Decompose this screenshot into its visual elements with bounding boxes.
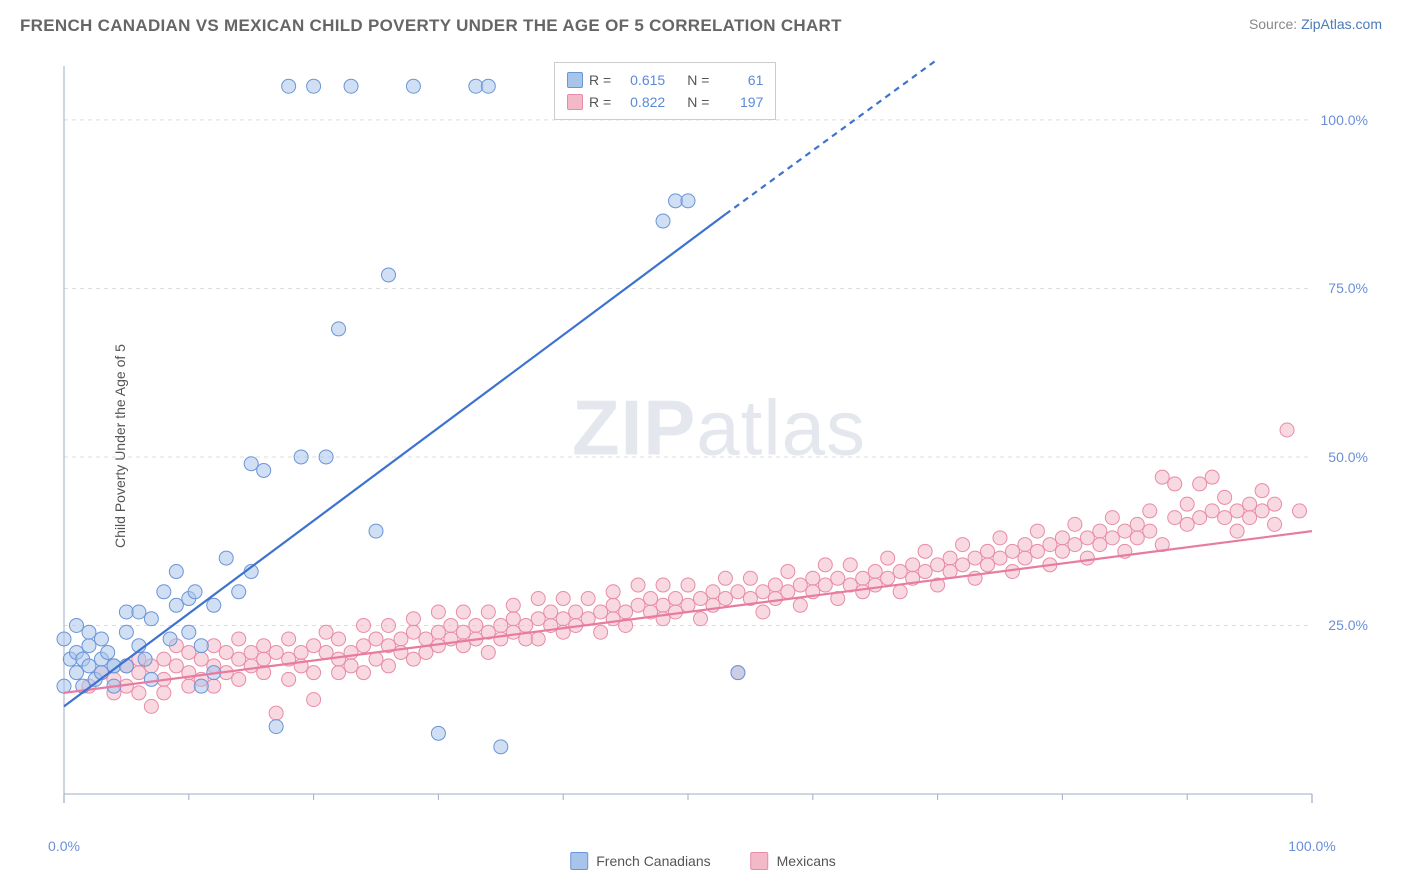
scatter-plot <box>54 58 1384 828</box>
stats-row-mex: R = 0.822 N = 197 <box>567 91 763 113</box>
stat-n-mex: 197 <box>715 91 763 113</box>
swatch-mex-icon <box>567 94 583 110</box>
chart-area: ZIPatlas R = 0.615 N = 61 R = 0.822 N = … <box>54 58 1384 828</box>
x-tick-label: 0.0% <box>48 838 80 854</box>
bottom-legend: French Canadians Mexicans <box>570 852 836 870</box>
chart-title: FRENCH CANADIAN VS MEXICAN CHILD POVERTY… <box>20 16 842 36</box>
y-tick-label: 25.0% <box>1328 617 1376 633</box>
y-tick-label: 100.0% <box>1321 112 1376 128</box>
stat-r-fc: 0.615 <box>617 69 665 91</box>
stat-n-label: N = <box>687 91 709 113</box>
stats-row-fc: R = 0.615 N = 61 <box>567 69 763 91</box>
stats-legend-box: R = 0.615 N = 61 R = 0.822 N = 197 <box>554 62 776 120</box>
stat-n-label: N = <box>687 69 709 91</box>
stat-r-label: R = <box>589 69 611 91</box>
legend-fc-label: French Canadians <box>596 853 710 869</box>
stat-r-mex: 0.822 <box>617 91 665 113</box>
swatch-fc-icon <box>567 72 583 88</box>
y-tick-label: 75.0% <box>1328 280 1376 296</box>
y-tick-label: 50.0% <box>1328 449 1376 465</box>
source-attribution: Source: ZipAtlas.com <box>1249 16 1382 32</box>
legend-mex-label: Mexicans <box>777 853 836 869</box>
source-prefix: Source: <box>1249 16 1301 32</box>
stat-n-fc: 61 <box>715 69 763 91</box>
swatch-fc-icon <box>570 852 588 870</box>
source-link[interactable]: ZipAtlas.com <box>1301 16 1382 32</box>
x-tick-label: 100.0% <box>1288 838 1335 854</box>
swatch-mex-icon <box>751 852 769 870</box>
legend-item-fc: French Canadians <box>570 852 710 870</box>
stat-r-label: R = <box>589 91 611 113</box>
legend-item-mex: Mexicans <box>751 852 836 870</box>
